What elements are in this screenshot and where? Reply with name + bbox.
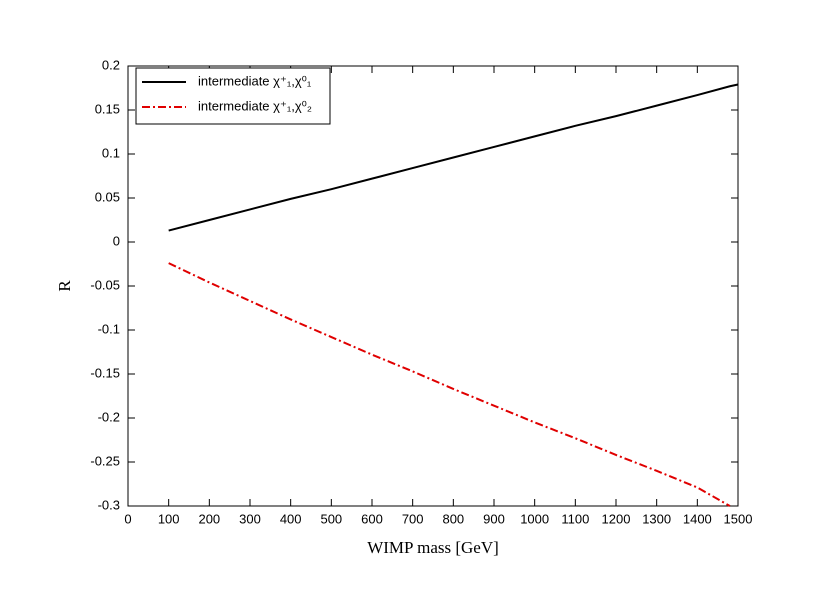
y-tick-label: 0.15 xyxy=(95,101,120,116)
x-tick-label: 500 xyxy=(320,511,342,526)
y-tick-label: -0.05 xyxy=(90,277,120,292)
legend-label: intermediate χ⁺₁,χ⁰₁ xyxy=(198,73,312,88)
x-tick-label: 700 xyxy=(402,511,424,526)
legend-box xyxy=(135,67,331,125)
x-tick-label: 1400 xyxy=(683,511,712,526)
x-tick-label: 1100 xyxy=(561,511,589,526)
plot-frame xyxy=(127,65,739,507)
data-line xyxy=(168,262,731,507)
legend-label: intermediate χ⁺₁,χ⁰₂ xyxy=(198,98,312,113)
y-tick-label: 0.1 xyxy=(102,145,120,160)
x-tick-label: 900 xyxy=(483,511,505,526)
x-tick-label: 1300 xyxy=(642,511,671,526)
data-line xyxy=(168,83,739,232)
y-tick-label: 0 xyxy=(113,233,120,248)
y-axis-label: R xyxy=(55,280,74,292)
x-tick-label: 1000 xyxy=(520,511,549,526)
x-tick-label: 100 xyxy=(158,511,180,526)
y-tick-label: 0.2 xyxy=(102,57,120,72)
y-tick-label: 0.05 xyxy=(95,189,120,204)
x-tick-label: 1200 xyxy=(602,511,631,526)
x-tick-label: 200 xyxy=(198,511,220,526)
y-tick-label: -0.3 xyxy=(98,497,120,512)
y-tick-label: -0.25 xyxy=(90,453,120,468)
x-tick-label: 600 xyxy=(361,511,383,526)
x-tick-label: 300 xyxy=(239,511,261,526)
x-axis-label: WIMP mass [GeV] xyxy=(367,538,499,557)
y-tick-label: -0.2 xyxy=(98,409,120,424)
y-tick-label: -0.1 xyxy=(98,321,120,336)
y-tick-label: -0.15 xyxy=(90,365,120,380)
x-tick-label: 1500 xyxy=(724,511,753,526)
x-tick-label: 800 xyxy=(442,511,464,526)
x-tick-label: 0 xyxy=(124,511,131,526)
x-tick-label: 400 xyxy=(280,511,302,526)
